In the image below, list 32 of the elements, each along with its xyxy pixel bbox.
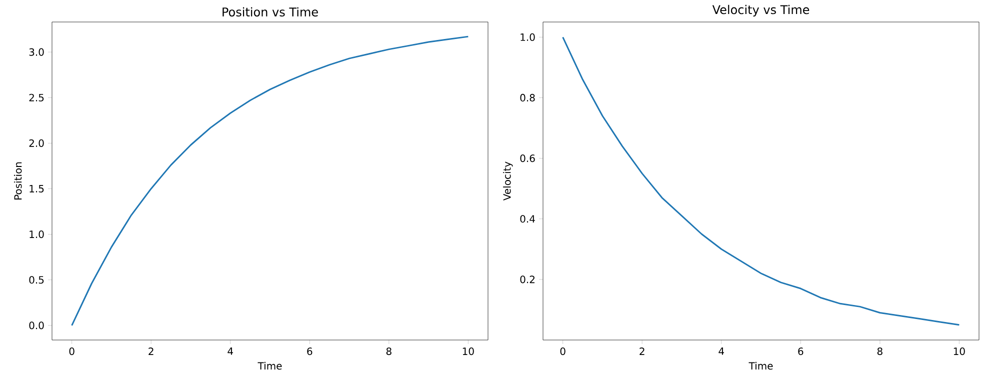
y-tick-label: 2.0 (29, 139, 44, 147)
x-tick-label: 10 (462, 348, 474, 356)
x-tick-label: 4 (718, 348, 724, 355)
y-tick-label: 0.0 (29, 322, 44, 330)
y-tick-label: 3.0 (29, 48, 44, 56)
y-axis-title: Position (14, 162, 22, 200)
x-tick-label: 6 (798, 348, 804, 356)
y-tick-label: 1.5 (30, 185, 44, 192)
x-tick-label: 8 (386, 348, 392, 356)
y-tick-label: 1.0 (520, 33, 535, 41)
x-tick-label: 4 (228, 348, 233, 355)
x-tick-label: 10 (954, 348, 965, 356)
y-tick-label: 0.8 (520, 94, 535, 102)
y-tick-label: 2.5 (29, 94, 44, 102)
y-tick-label: 1.0 (30, 230, 44, 238)
x-tick-label: 8 (877, 348, 882, 356)
x-axis-title: Time (258, 362, 282, 370)
chart-title: Position vs Time (222, 7, 318, 16)
y-tick-label: 0.4 (520, 215, 535, 223)
y-axis-title: Velocity (503, 162, 513, 201)
x-tick-label: 6 (307, 348, 312, 356)
x-tick-label: 2 (148, 348, 154, 355)
x-tick-label: 0 (69, 348, 74, 356)
y-tick-label: 0.6 (520, 154, 535, 162)
line-series (562, 36, 960, 326)
y-tick-label: 0.2 (520, 276, 534, 284)
line-series (71, 36, 469, 326)
x-axis-title: Time (748, 362, 773, 370)
x-tick-label: 0 (560, 348, 566, 356)
chart-title: Velocity vs Time (712, 4, 810, 17)
y-tick-label: 0.5 (29, 276, 44, 284)
x-tick-label: 2 (640, 348, 644, 355)
